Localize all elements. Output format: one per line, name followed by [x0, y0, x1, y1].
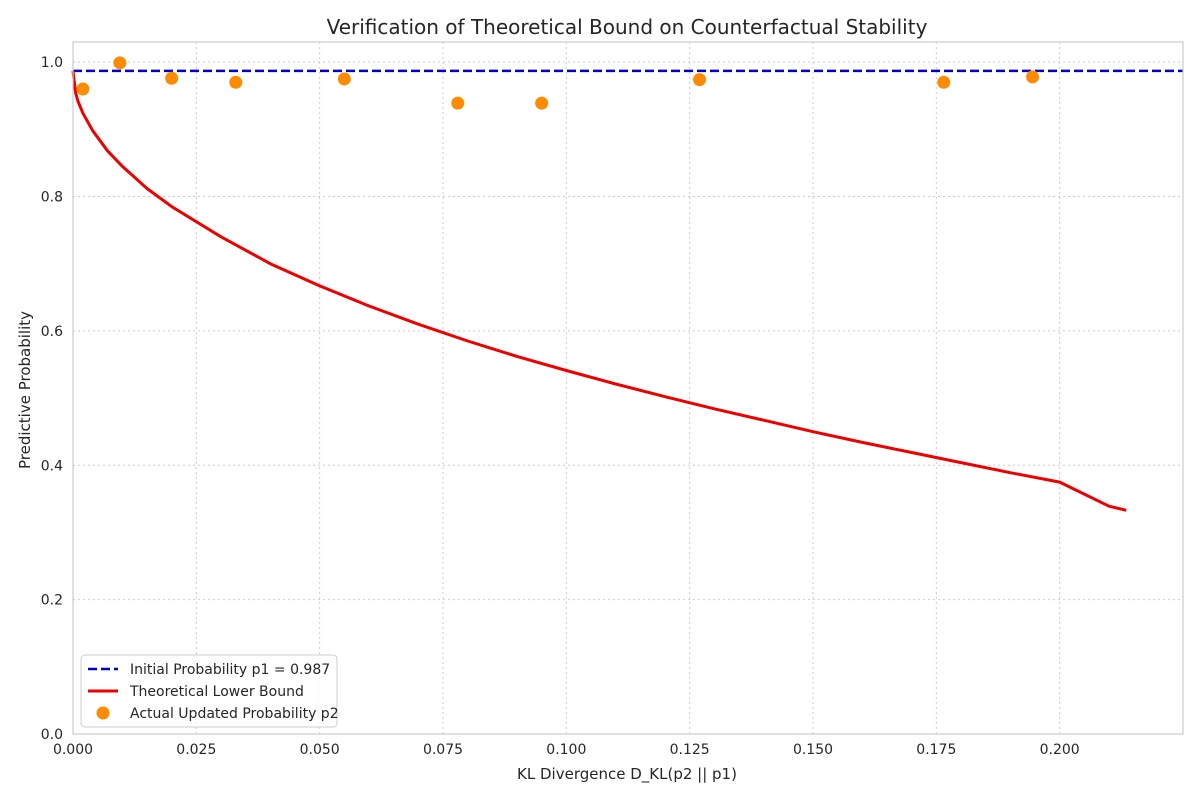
scatter-point	[76, 82, 90, 96]
y-tick-label: 0.0	[41, 727, 63, 743]
y-axis: 0.0 0.2 0.4 0.6 0.8 1.0	[41, 55, 63, 743]
x-tick-label: 0.100	[546, 742, 586, 758]
legend-label: Actual Updated Probability p2	[130, 706, 339, 722]
y-tick-label: 0.8	[41, 190, 63, 206]
scatter-point	[229, 75, 243, 89]
chart-title: Verification of Theoretical Bound on Cou…	[327, 15, 928, 39]
plot-area	[71, 56, 1183, 512]
x-tick-label: 0.200	[1040, 742, 1080, 758]
scatter-point	[535, 96, 549, 110]
x-tick-label: 0.050	[300, 742, 340, 758]
x-tick-label: 0.150	[793, 742, 833, 758]
y-tick-label: 1.0	[41, 55, 63, 71]
x-tick-label: 0.075	[423, 742, 463, 758]
plot-frame	[72, 41, 1184, 735]
x-tick-label: 0.025	[176, 742, 216, 758]
x-axis-label: KL Divergence D_KL(p2 || p1)	[517, 765, 737, 784]
scatter-point	[165, 71, 179, 85]
y-tick-label: 0.6	[41, 324, 63, 340]
scatter-point	[337, 72, 351, 86]
legend-frame	[80, 654, 338, 728]
x-tick-label: 0.125	[670, 742, 710, 758]
legend-label: Initial Probability p1 = 0.987	[130, 662, 330, 678]
scatter-point	[451, 96, 465, 110]
y-tick-label: 0.4	[41, 458, 63, 474]
x-tick-label: 0.000	[53, 742, 93, 758]
legend-label: Theoretical Lower Bound	[129, 684, 304, 700]
theoretical-lower-bound-line	[71, 70, 1127, 512]
scatter-point	[113, 56, 127, 70]
scatter-point	[693, 73, 707, 87]
legend-swatch-actual-probability	[96, 706, 110, 720]
legend: Initial Probability p1 = 0.987 Theoretica…	[80, 654, 339, 728]
scatter-point	[937, 75, 951, 89]
x-axis: 0.000 0.025 0.050 0.075 0.100 0.125 0.150 0.175…	[53, 742, 1080, 758]
scatter-point	[1026, 70, 1040, 84]
x-tick-label: 0.175	[916, 742, 956, 758]
y-tick-label: 0.2	[41, 593, 63, 609]
y-axis-label: Predictive Probability	[16, 311, 34, 469]
